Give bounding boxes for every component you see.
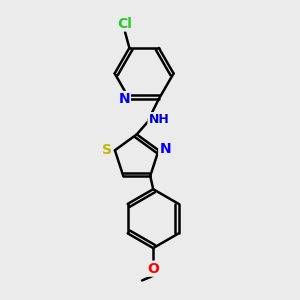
Text: O: O — [147, 262, 159, 276]
Text: S: S — [102, 143, 112, 157]
Text: N: N — [159, 142, 171, 156]
Text: NH: NH — [148, 113, 169, 126]
Text: N: N — [118, 92, 130, 106]
Text: Cl: Cl — [118, 16, 132, 31]
